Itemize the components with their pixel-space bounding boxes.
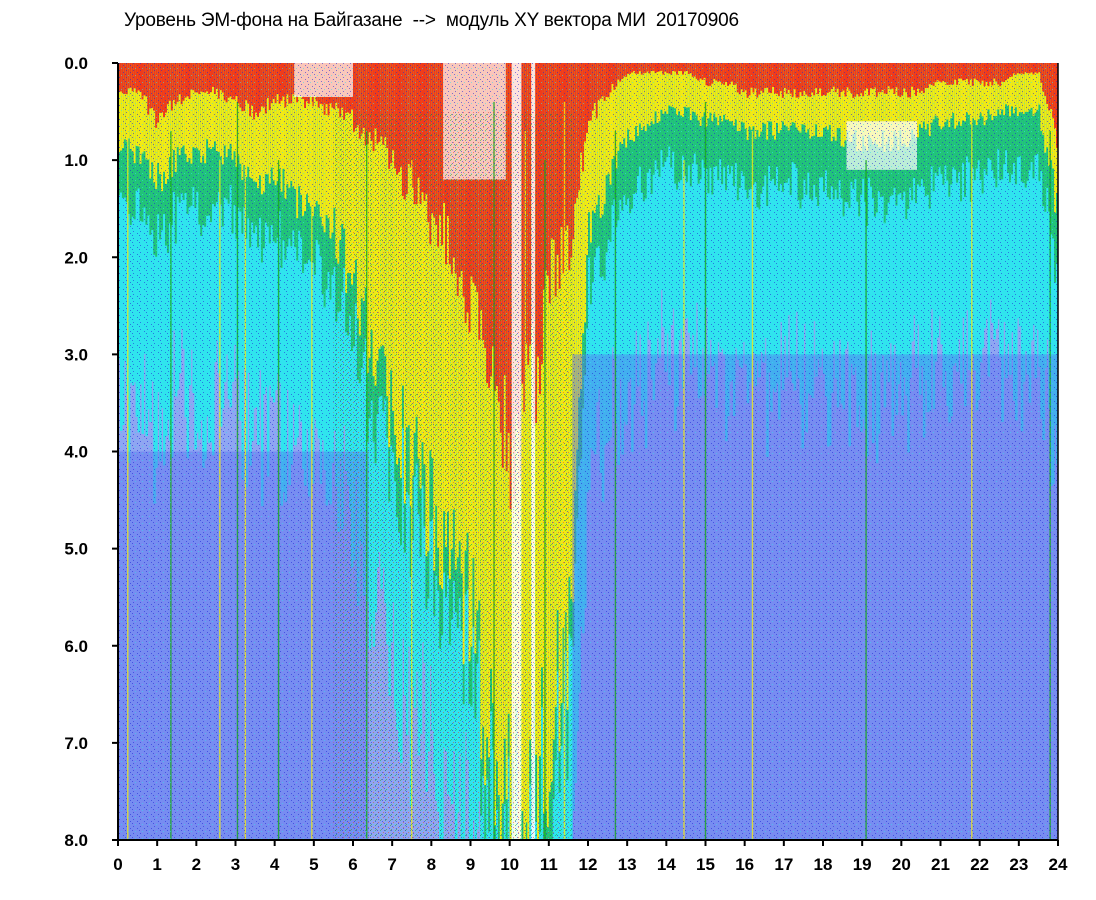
noise-overlay bbox=[118, 63, 1058, 840]
x-tick-label: 15 bbox=[696, 855, 715, 874]
x-tick-label: 5 bbox=[309, 855, 318, 874]
y-tick-label: 2.0 bbox=[64, 248, 88, 267]
x-tick-label: 21 bbox=[931, 855, 950, 874]
x-tick-label: 2 bbox=[192, 855, 201, 874]
y-ticks: 0.0 1.0 2.0 3.0 4.0 5.0 6.0 7.0 8.0 bbox=[64, 54, 118, 850]
y-tick-label: 5.0 bbox=[64, 540, 88, 559]
x-tick-label: 7 bbox=[387, 855, 396, 874]
x-tick-label: 0 bbox=[113, 855, 122, 874]
x-tick-label: 10 bbox=[500, 855, 519, 874]
chart-title: Уровень ЭМ-фона на Байгазане --> модуль … bbox=[124, 10, 739, 31]
x-tick-label: 22 bbox=[970, 855, 989, 874]
x-tick-label: 8 bbox=[427, 855, 436, 874]
plot-texture bbox=[118, 63, 1058, 840]
x-tick-label: 17 bbox=[774, 855, 793, 874]
y-tick-label: 4.0 bbox=[64, 443, 88, 462]
y-tick-label: 3.0 bbox=[64, 345, 88, 364]
y-tick-label: 7.0 bbox=[64, 734, 88, 753]
x-tick-label: 12 bbox=[579, 855, 598, 874]
x-tick-label: 11 bbox=[540, 855, 558, 874]
x-tick-label: 3 bbox=[231, 855, 240, 874]
x-ticks: 0 1 2 3 4 5 6 7 8 9 10 11 12 13 14 15 16 17 18 19 20 21 22 23 24 bbox=[113, 840, 1068, 874]
x-tick-label: 23 bbox=[1009, 855, 1028, 874]
x-tick-label: 6 bbox=[348, 855, 357, 874]
x-tick-label: 1 bbox=[152, 855, 161, 874]
x-tick-label: 16 bbox=[735, 855, 754, 874]
y-tick-label: 6.0 bbox=[64, 637, 88, 656]
x-tick-label: 9 bbox=[466, 855, 475, 874]
y-tick-label: 8.0 bbox=[64, 831, 88, 850]
x-tick-label: 20 bbox=[892, 855, 911, 874]
y-tick-label: 0.0 bbox=[64, 54, 88, 73]
x-tick-label: 4 bbox=[270, 855, 280, 874]
noise-overlay-warm bbox=[333, 111, 573, 840]
x-tick-label: 19 bbox=[853, 855, 872, 874]
x-tick-label: 24 bbox=[1049, 855, 1068, 874]
x-tick-label: 13 bbox=[618, 855, 637, 874]
x-tick-label: 14 bbox=[657, 855, 676, 874]
x-tick-label: 18 bbox=[814, 855, 833, 874]
y-tick-label: 1.0 bbox=[64, 151, 88, 170]
